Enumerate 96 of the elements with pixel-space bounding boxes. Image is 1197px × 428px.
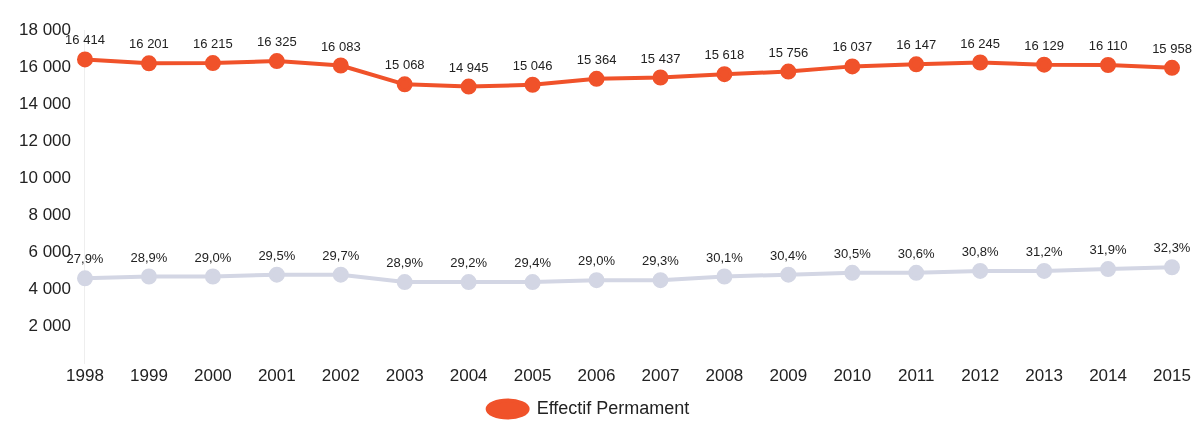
data-label: 16 325	[256, 34, 297, 50]
x-tick-label: 2011	[897, 366, 935, 386]
point	[1164, 59, 1180, 76]
annotation: 29,0%	[578, 253, 616, 269]
data-label: 16 147	[896, 37, 937, 53]
point	[77, 270, 93, 287]
point	[908, 264, 925, 281]
point	[204, 55, 221, 72]
x-tick-label: 2009	[769, 366, 808, 386]
point	[140, 55, 157, 72]
x-tick-label: 2000	[193, 366, 232, 386]
x-tick-label: 2001	[257, 366, 296, 386]
x-tick-label: 2002	[321, 366, 360, 386]
point	[844, 264, 861, 281]
point	[972, 54, 989, 71]
x-tick-label: 1998	[66, 366, 104, 386]
data-label: 16 215	[193, 36, 233, 52]
x-tick-label: 2005	[513, 366, 552, 386]
annotation: 31,2%	[1025, 244, 1063, 260]
point	[1164, 259, 1180, 276]
x-tick-label: 2014	[1089, 366, 1127, 386]
x-tick-label: 2010	[833, 366, 872, 386]
y-tick-label: 2 000	[28, 316, 71, 336]
point	[140, 268, 157, 285]
annotation: 28,9%	[386, 255, 424, 271]
x-tick-label: 2013	[1025, 366, 1064, 386]
point	[908, 56, 925, 73]
point	[332, 57, 349, 74]
x-tick-label: 2003	[385, 366, 424, 386]
data-label: 15 046	[512, 57, 553, 73]
point	[268, 266, 285, 283]
annotation: 29,4%	[514, 255, 552, 271]
data-label: 16 201	[129, 36, 169, 52]
point	[396, 76, 413, 93]
point	[460, 274, 477, 291]
y-tick-label: 16 000	[19, 56, 71, 76]
annotation: 29,5%	[258, 247, 296, 263]
point	[460, 78, 477, 95]
point	[588, 70, 605, 87]
data-label: 15 756	[768, 44, 809, 60]
x-tick-label: 2006	[577, 366, 616, 386]
x-tick-label: 2004	[449, 366, 488, 386]
point	[716, 66, 733, 83]
annotation: 30,4%	[769, 247, 808, 263]
point	[524, 274, 541, 291]
annotation: 32,3%	[1153, 240, 1191, 256]
annotation: 30,1%	[705, 249, 744, 265]
point	[780, 266, 797, 283]
y-tick-label: 4 000	[28, 279, 71, 299]
annotation: 30,5%	[833, 245, 872, 261]
point	[844, 58, 861, 75]
point	[77, 51, 93, 68]
data-label: 16 037	[832, 39, 873, 55]
data-label: 16 129	[1024, 37, 1064, 53]
point	[1100, 261, 1117, 278]
data-label: 15 618	[704, 47, 745, 63]
point	[652, 69, 669, 86]
data-label: 16 110	[1088, 38, 1128, 54]
x-tick-label: 2007	[641, 366, 680, 386]
annotation: 29,3%	[642, 253, 680, 269]
data-label: 15 068	[384, 57, 425, 73]
point	[1036, 56, 1053, 73]
point	[204, 268, 221, 285]
point	[524, 76, 541, 93]
data-label: 15 364	[576, 51, 617, 67]
point	[972, 262, 989, 279]
x-tick-label: 1999	[130, 366, 168, 386]
point	[1100, 57, 1117, 74]
point	[268, 53, 285, 70]
legend-label: Effectif Permament	[536, 397, 690, 418]
annotation: 29,7%	[322, 247, 360, 263]
data-label: 16 083	[320, 38, 361, 54]
annotation: 28,9%	[130, 249, 168, 265]
x-tick-label: 2015	[1153, 366, 1191, 386]
annotation: 30,6%	[897, 245, 936, 261]
x-tick-label: 2012	[961, 366, 1000, 386]
y-tick-label: 8 000	[28, 205, 71, 225]
x-tick-label: 2008	[705, 366, 744, 386]
point	[588, 272, 605, 289]
y-tick-label: 12 000	[19, 130, 71, 150]
point	[716, 268, 733, 285]
y-tick-label: 14 000	[19, 93, 71, 113]
annotation: 30,8%	[961, 244, 1000, 260]
point	[780, 63, 797, 80]
point	[652, 272, 669, 289]
annotation: 31,9%	[1089, 242, 1127, 258]
data-label: 15 437	[640, 50, 681, 66]
annotation: 29,2%	[450, 255, 488, 271]
y-tick-label: 10 000	[19, 167, 71, 187]
data-label: 16 245	[960, 35, 1001, 51]
data-label: 15 958	[1152, 40, 1192, 56]
point	[396, 274, 413, 291]
data-label: 14 945	[448, 59, 489, 75]
point	[332, 266, 349, 283]
annotation: 29,0%	[194, 249, 232, 265]
point	[1036, 262, 1053, 279]
